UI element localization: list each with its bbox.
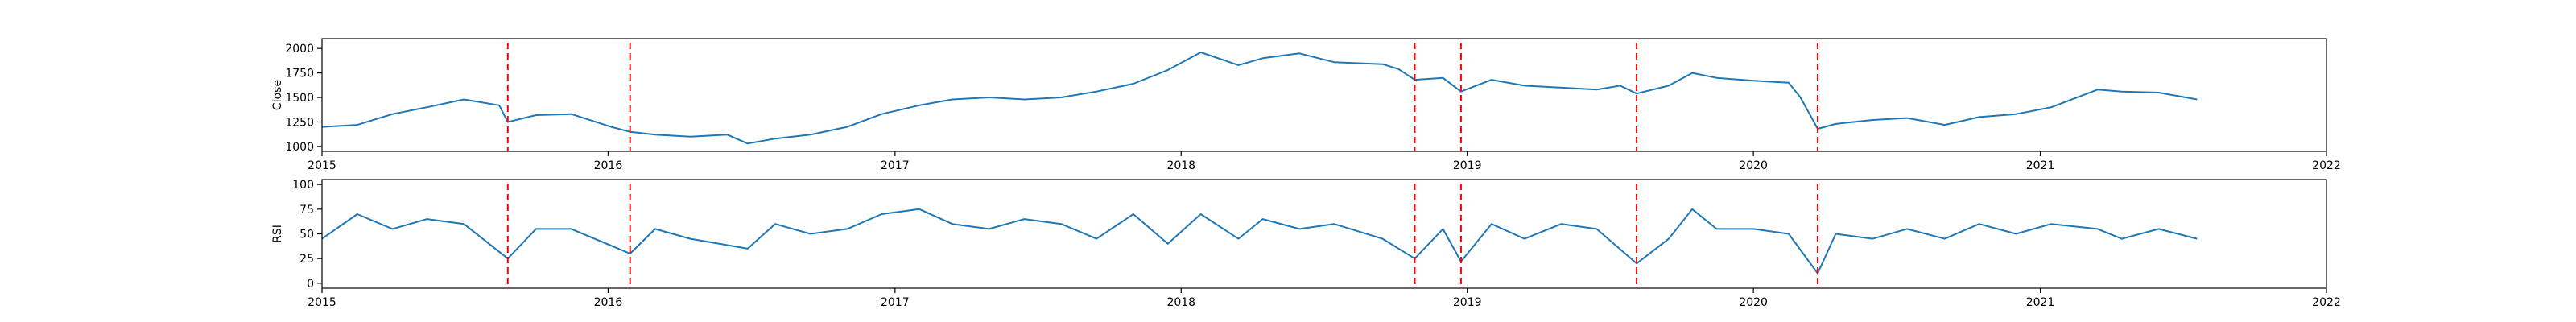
x-tick-label: 2017 (881, 159, 910, 172)
x-tick-label: 2016 (594, 159, 623, 172)
y-tick-label: 50 (299, 229, 314, 242)
y-tick-label: 1000 (285, 141, 314, 154)
x-tick-label: 2015 (308, 159, 336, 172)
y-tick-label: 0 (307, 278, 314, 291)
x-tick-label: 2018 (1166, 159, 1195, 172)
y-tick-label: 1500 (285, 92, 314, 105)
x-tick-label: 2019 (1453, 296, 1482, 309)
x-tick-label: 2019 (1453, 159, 1482, 172)
x-tick-label: 2022 (2312, 159, 2341, 172)
x-tick-label: 2022 (2312, 296, 2341, 309)
y-tick-label: 2000 (285, 43, 314, 56)
axes-frame (321, 38, 2327, 152)
rsi-panel: 2015 2016 2017 2018 2019 2020 2021 2022 0 25 50 75 1… (271, 179, 2341, 309)
y-tick-label: 1250 (285, 116, 314, 129)
x-tick-label: 2021 (2026, 296, 2055, 309)
x-tick-label: 2020 (1739, 159, 1768, 172)
y-axis-label: RSI (271, 225, 284, 243)
y-tick-label: 75 (299, 204, 314, 217)
x-tick-label: 2015 (308, 296, 336, 309)
y-tick-label: 100 (292, 179, 314, 192)
x-tick-label: 2020 (1739, 296, 1768, 309)
x-tick-label: 2018 (1166, 296, 1195, 309)
x-tick-label: 2016 (594, 296, 623, 309)
close-price-panel: 2015 2016 2017 2018 2019 2020 2021 2022 1000 1250… (271, 38, 2341, 172)
x-tick-label: 2017 (881, 296, 910, 309)
y-axis-label: Close (271, 80, 284, 110)
series-line-close (321, 52, 2198, 145)
axes-frame (321, 179, 2327, 289)
series-line-rsi (321, 208, 2198, 275)
y-tick-label: 25 (299, 253, 314, 266)
x-tick-label: 2021 (2026, 159, 2055, 172)
y-tick-label: 1750 (285, 68, 314, 80)
